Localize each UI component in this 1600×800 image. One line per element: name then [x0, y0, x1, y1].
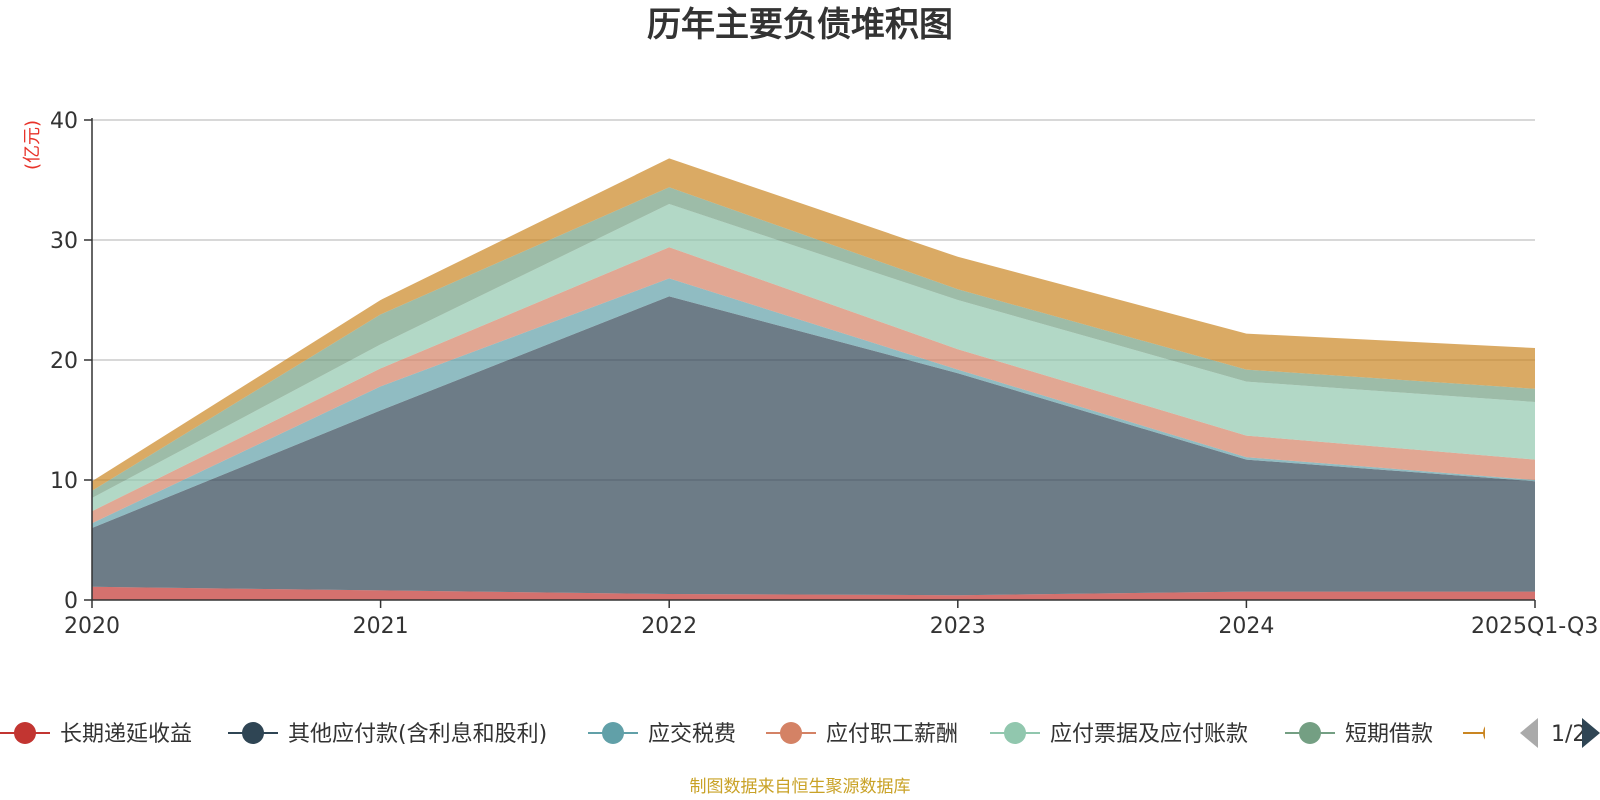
axes: 0 10 20 30 40 2020 2021 2022 2023 2024 2025Q1-Q3: [50, 109, 1598, 639]
y-tick-label: 20: [50, 349, 78, 374]
legend-item-4[interactable]: 应付职工薪酬: [766, 722, 958, 747]
legend-circle-marker: [14, 722, 36, 744]
x-tick-label: 2020: [64, 614, 120, 639]
legend-item-3[interactable]: 应交税费: [588, 722, 736, 747]
x-tick-label: 2023: [930, 614, 986, 639]
legend-item-truncated[interactable]: [1463, 717, 1525, 749]
area-series-3: [92, 278, 1535, 528]
legend-circle-marker: [242, 722, 264, 744]
area-series-2: [92, 296, 1535, 596]
legend-circle-marker: [1004, 722, 1026, 744]
x-tick-label: 2024: [1218, 614, 1274, 639]
legend-circle-marker: [780, 722, 802, 744]
y-tick-label: 0: [64, 589, 78, 614]
legend-page-indicator: 1/2: [1551, 722, 1586, 747]
legend: 长期递延收益 其他应付款(含利息和股利) 应交税费 应付职工薪酬 应付票据及应付账款 短期…: [0, 717, 1600, 749]
legend-item-5[interactable]: 应付票据及应付账款: [990, 722, 1248, 747]
area-series-layer: [92, 158, 1535, 600]
legend-label: 其他应付款(含利息和股利): [288, 722, 547, 747]
chart-title: 历年主要负债堆积图: [647, 5, 953, 45]
area-series-1: [92, 586, 1535, 600]
legend-item-2[interactable]: 其他应付款(含利息和股利): [228, 722, 547, 747]
x-tick-label: 2022: [641, 614, 697, 639]
x-tick-label: 2025Q1-Q3: [1471, 614, 1598, 639]
legend-label: 短期借款: [1345, 722, 1433, 747]
legend-label: 应交税费: [648, 722, 736, 747]
area-series-6: [92, 187, 1535, 498]
y-tick-label: 40: [50, 109, 78, 134]
x-tick-label: 2021: [353, 614, 409, 639]
legend-clip-mask: [1485, 717, 1525, 749]
legend-label: 应付票据及应付账款: [1050, 722, 1248, 747]
legend-prev-page-icon[interactable]: [1520, 718, 1538, 748]
legend-next-page-icon[interactable]: [1582, 718, 1600, 748]
legend-circle-marker: [1299, 722, 1321, 744]
area-series-7: [92, 158, 1535, 491]
area-series-4: [92, 247, 1535, 524]
area-series-5: [92, 204, 1535, 512]
y-axis-unit-label: (亿元): [22, 120, 43, 170]
legend-circle-marker: [602, 722, 624, 744]
legend-item-6[interactable]: 短期借款: [1285, 722, 1433, 747]
legend-label: 应付职工薪酬: [826, 722, 958, 747]
data-source-note: 制图数据来自恒生聚源数据库: [690, 777, 911, 797]
y-tick-label: 30: [50, 229, 78, 254]
legend-label: 长期递延收益: [60, 722, 192, 747]
y-tick-label: 10: [50, 469, 78, 494]
legend-item-1[interactable]: 长期递延收益: [0, 722, 192, 747]
